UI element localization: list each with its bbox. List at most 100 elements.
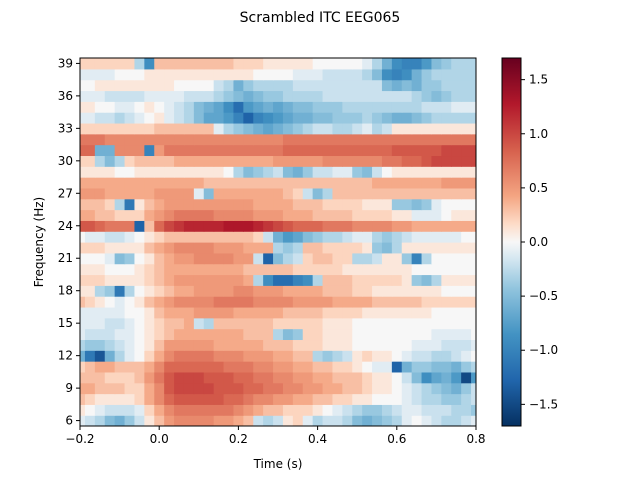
heatmap-cell <box>471 274 476 286</box>
heatmap-cell <box>352 263 363 276</box>
heatmap-cell <box>362 371 373 384</box>
heatmap-cell <box>174 155 185 167</box>
heatmap-cell <box>94 317 106 330</box>
heatmap-cell <box>213 252 225 265</box>
heatmap-cell <box>213 350 225 362</box>
heatmap-cell <box>421 263 433 276</box>
heatmap-cell <box>312 317 324 330</box>
heatmap-cell <box>302 122 314 135</box>
colorbar-tick-label: 1.0 <box>529 127 548 141</box>
heatmap-cell <box>381 166 393 178</box>
heatmap-cell <box>282 339 294 351</box>
heatmap-cell <box>183 252 195 265</box>
heatmap-cell <box>292 252 304 265</box>
heatmap-cell <box>154 252 165 265</box>
heatmap-cell <box>292 404 304 416</box>
heatmap-cell <box>362 58 373 70</box>
heatmap-cell <box>342 361 353 373</box>
heatmap-cell <box>312 166 324 178</box>
heatmap-cell <box>401 177 413 189</box>
colorbar-tick-label: 1.5 <box>529 73 548 87</box>
heatmap-cell <box>233 339 244 351</box>
heatmap-cell <box>253 79 264 92</box>
heatmap-cell <box>431 361 442 373</box>
heatmap-cell <box>273 133 284 146</box>
heatmap-cell <box>104 231 116 243</box>
heatmap-cell <box>401 328 413 341</box>
heatmap-cell <box>342 393 353 405</box>
heatmap-cell <box>154 90 165 102</box>
heatmap-cell <box>401 415 413 426</box>
heatmap-cell <box>292 90 304 102</box>
heatmap-cell <box>84 58 96 70</box>
heatmap-cell <box>322 371 334 384</box>
heatmap-cell <box>154 144 165 157</box>
heatmap-cell <box>461 415 472 426</box>
colorbar-tick-label: 0.0 <box>529 235 548 249</box>
heatmap-cell <box>144 296 155 308</box>
heatmap-cell <box>451 209 462 221</box>
heatmap-cell <box>104 133 116 146</box>
heatmap-cell <box>134 415 145 426</box>
heatmap-cell <box>421 90 433 102</box>
heatmap-cell <box>461 177 472 189</box>
heatmap-cell <box>352 296 363 308</box>
heatmap-cell <box>461 144 472 157</box>
heatmap-cell <box>391 209 403 221</box>
heatmap-cell <box>144 133 155 146</box>
heatmap-cell <box>292 361 304 373</box>
heatmap-cell <box>461 242 472 254</box>
heatmap-cell <box>154 68 165 81</box>
heatmap-cell <box>213 242 225 254</box>
heatmap-cell <box>431 231 442 243</box>
heatmap-cell <box>312 371 324 384</box>
heatmap-cell <box>381 198 393 211</box>
heatmap-cell <box>273 90 284 102</box>
heatmap-cell <box>322 306 334 319</box>
colorbar-tick-label: −0.5 <box>529 289 558 303</box>
heatmap-cell <box>431 101 442 113</box>
heatmap-cell <box>411 144 423 157</box>
heatmap-cell <box>263 404 274 416</box>
heatmap-cell <box>332 112 343 124</box>
heatmap-cell <box>421 166 433 178</box>
heatmap-cell <box>193 274 205 286</box>
heatmap-cell <box>84 166 96 178</box>
heatmap-cell <box>154 306 165 319</box>
heatmap-cell <box>80 79 86 92</box>
heatmap-cell <box>154 79 165 92</box>
heatmap-cell <box>114 198 126 211</box>
heatmap-cell <box>193 339 205 351</box>
heatmap-cell <box>223 144 235 157</box>
heatmap-cell <box>213 231 225 243</box>
heatmap-cell <box>223 166 235 178</box>
heatmap-cell <box>421 144 433 157</box>
heatmap-cell <box>372 231 383 243</box>
heatmap-cell <box>381 58 393 70</box>
heatmap-cell <box>203 220 215 232</box>
heatmap-cell <box>183 209 195 221</box>
heatmap-cell <box>213 112 225 124</box>
heatmap-cell <box>124 317 136 330</box>
heatmap-cell <box>263 242 274 254</box>
heatmap-cell <box>461 209 472 221</box>
heatmap-cell <box>451 144 462 157</box>
heatmap-cell <box>80 68 86 81</box>
heatmap-cell <box>144 166 155 178</box>
heatmap-cell <box>451 285 462 297</box>
heatmap-cell <box>292 415 304 426</box>
heatmap-cell <box>362 79 373 92</box>
heatmap-cell <box>342 187 353 200</box>
heatmap-cell <box>193 144 205 157</box>
heatmap-cell <box>134 339 145 351</box>
heatmap-cell <box>253 155 264 167</box>
heatmap-cell <box>183 155 195 167</box>
heatmap-cell <box>114 350 126 362</box>
heatmap-cell <box>84 285 96 297</box>
heatmap-cell <box>193 133 205 146</box>
heatmap-cell <box>104 209 116 221</box>
heatmap-cell <box>104 371 116 384</box>
heatmap-cell <box>104 361 116 373</box>
heatmap-cell <box>282 415 294 426</box>
heatmap-cell <box>233 252 244 265</box>
